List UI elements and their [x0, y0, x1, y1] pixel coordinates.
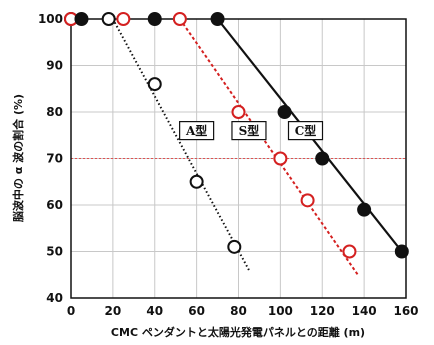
series-label: A型 — [185, 123, 207, 138]
data-point-series-2 — [231, 105, 246, 119]
data-point-series-2 — [172, 12, 187, 26]
data-point-series-2 — [300, 193, 315, 208]
data-point-series-2 — [116, 12, 131, 26]
data-point-series-3 — [147, 12, 162, 26]
series-labels: A型 S型 C型 — [179, 120, 324, 141]
data-point-series-1 — [101, 12, 116, 26]
trend-line-series-1 — [111, 18, 250, 271]
data-point-series-3 — [315, 151, 330, 166]
x-tick-label: 100 — [268, 304, 293, 318]
x-tick-label: 120 — [310, 304, 335, 318]
y-tick-label: 40 — [46, 291, 63, 305]
data-point-series-1 — [227, 239, 242, 254]
x-tick-label: 80 — [230, 304, 247, 318]
data-point-series-3 — [277, 105, 292, 119]
x-tick-label: 160 — [393, 304, 418, 318]
x-tick-label: 40 — [146, 304, 163, 318]
data-point-series-2 — [342, 244, 357, 259]
series-label-box — [179, 120, 215, 141]
data-point-series-3 — [357, 202, 372, 217]
y-tick-label: 70 — [46, 152, 63, 166]
x-tick-label: 140 — [352, 304, 377, 318]
y-tick-label: 90 — [46, 59, 63, 73]
data-point-series-1 — [189, 174, 204, 189]
y-tick-label: 80 — [46, 105, 63, 119]
series-label: C型 — [295, 123, 317, 138]
data-points — [64, 12, 409, 259]
y-tick-label: 50 — [46, 245, 63, 259]
data-point-series-2 — [273, 151, 288, 166]
y-tick-label: 100 — [38, 12, 63, 26]
y-axis-title: 脳波中の α 波の割合 (%) — [11, 94, 25, 222]
plot-frame — [70, 18, 407, 299]
x-tick-labels: 0 20 40 60 80 100 120 140 160 — [67, 304, 419, 318]
series-label: S型 — [239, 123, 260, 138]
trend-lines — [111, 18, 403, 276]
data-point-series-3 — [394, 244, 409, 259]
x-axis-title: CMC ペンダントと太陽光発電パネルとの距離 (m) — [111, 325, 365, 339]
x-tick-label: 0 — [67, 304, 75, 318]
y-tick-label: 60 — [46, 198, 63, 212]
trend-line-series-2 — [179, 18, 359, 276]
series-label-box — [287, 120, 324, 141]
data-point-series-3 — [74, 12, 89, 26]
data-point-series-3 — [210, 12, 225, 26]
series-label-box — [231, 120, 267, 141]
y-tick-labels: 40 50 60 70 80 90 100 — [38, 12, 63, 305]
data-point-series-1 — [147, 77, 162, 92]
x-tick-label: 20 — [105, 304, 122, 318]
x-tick-label: 60 — [188, 304, 205, 318]
